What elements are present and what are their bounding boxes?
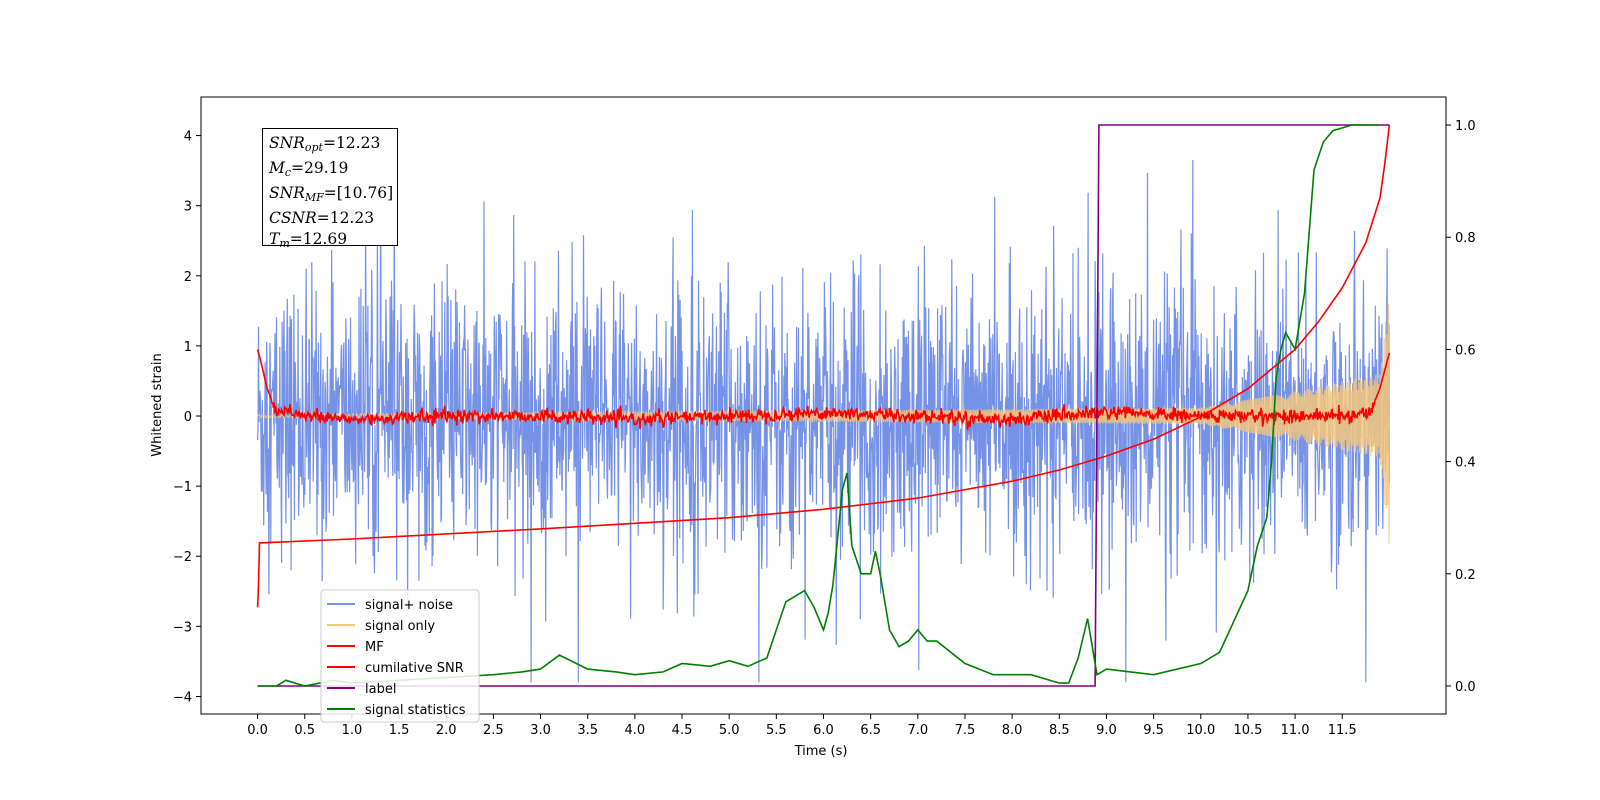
x-tick-label: 1.0: [342, 723, 363, 738]
x-tick-label: 0.5: [294, 723, 315, 738]
x-tick-label: 4.5: [672, 723, 693, 738]
y2-tick-label: 0.0: [1455, 680, 1476, 695]
y-tick-label: −1: [173, 480, 192, 495]
x-tick-label: 1.5: [389, 723, 410, 738]
legend-entry: signal statistics: [365, 703, 466, 718]
x-tick-label: 2.5: [483, 723, 504, 738]
y2-tick-label: 0.4: [1455, 456, 1476, 471]
x-tick-label: 6.0: [813, 723, 834, 738]
x-tick-label: 4.0: [625, 723, 646, 738]
x-tick-label: 9.0: [1096, 723, 1117, 738]
x-tick-label: 11.5: [1328, 723, 1357, 738]
y-tick-label: 3: [184, 200, 192, 215]
y2-tick-label: 0.8: [1455, 231, 1476, 246]
legend-entry: signal+ noise: [365, 598, 453, 613]
x-tick-label: 11.0: [1281, 723, 1310, 738]
x-tick-label: 9.5: [1143, 723, 1164, 738]
y-tick-label: 2: [184, 270, 192, 285]
x-tick-label: 0.0: [247, 723, 268, 738]
x-tick-label: 6.5: [860, 723, 881, 738]
y-tick-label: 1: [184, 340, 192, 355]
x-tick-label: 3.0: [530, 723, 551, 738]
annotation-snr-opt: SNRopt=12.23: [269, 134, 381, 154]
series-line-label: [257, 124, 1390, 687]
x-tick-label: 5.0: [719, 723, 740, 738]
legend-entry: MF: [365, 640, 384, 655]
legend-entry: cumilative SNR: [365, 661, 464, 676]
series-line-mf: [256, 349, 1391, 430]
x-axis-label: Time (s): [794, 744, 848, 759]
legend-entry: label: [365, 682, 396, 697]
y2-tick-label: 1.0: [1455, 119, 1476, 134]
x-tick-label: 7.5: [955, 723, 976, 738]
x-tick-label: 8.0: [1002, 723, 1023, 738]
x-tick-label: 8.5: [1049, 723, 1070, 738]
annotation-csnr: CSNR=12.23: [269, 209, 375, 227]
y2-tick-label: 0.6: [1455, 343, 1476, 358]
x-tick-label: 3.5: [577, 723, 598, 738]
annotation-snr-mf: SNRMF=[10.76]: [269, 184, 394, 204]
y-tick-label: 4: [184, 130, 192, 145]
x-tick-label: 2.0: [436, 723, 457, 738]
x-tick-label: 10.0: [1186, 723, 1215, 738]
y-tick-label: −3: [173, 620, 192, 635]
y2-tick-label: 0.2: [1455, 568, 1476, 583]
annotation-mc: Mc=29.19: [269, 159, 349, 179]
legend: signal+ noise signal only MF cumilative SNR…: [320, 589, 480, 723]
y-tick-label: −4: [173, 690, 192, 705]
annotation-tm: Tm=12.69: [269, 230, 348, 250]
series-line-signal-statistics: [257, 124, 1380, 687]
x-tick-label: 7.0: [907, 723, 928, 738]
y-axis-label: Whitened strain: [150, 353, 165, 456]
y-tick-label: −2: [173, 550, 192, 565]
legend-entry: signal only: [365, 619, 435, 634]
y-tick-label: 0: [184, 410, 192, 425]
legend-frame: [320, 589, 480, 723]
x-tick-label: 5.5: [766, 723, 787, 738]
series-line-cumulative-snr: [256, 124, 1391, 608]
x-tick-label: 10.5: [1233, 723, 1262, 738]
annotation-box: SNRopt=12.23 Mc=29.19 SNRMF=[10.76] CSNR…: [262, 128, 398, 250]
